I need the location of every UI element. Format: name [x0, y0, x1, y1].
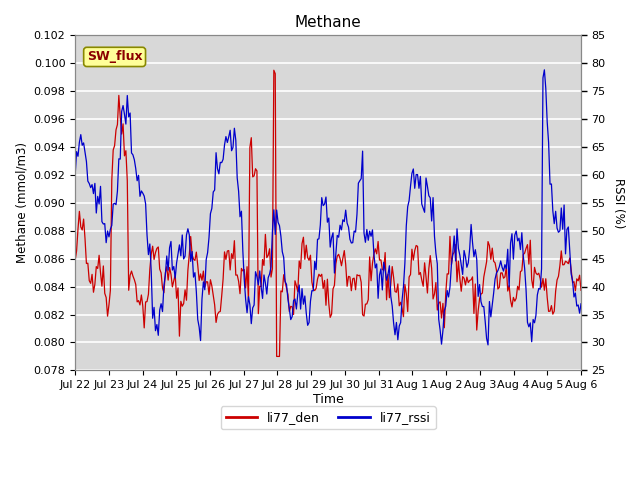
Y-axis label: Methane (mmol/m3): Methane (mmol/m3) — [15, 143, 28, 264]
X-axis label: Time: Time — [313, 393, 344, 406]
Legend: li77_den, li77_rssi: li77_den, li77_rssi — [221, 407, 436, 430]
Y-axis label: RSSI (%): RSSI (%) — [612, 178, 625, 228]
Text: SW_flux: SW_flux — [87, 50, 143, 63]
Title: Methane: Methane — [294, 15, 362, 30]
